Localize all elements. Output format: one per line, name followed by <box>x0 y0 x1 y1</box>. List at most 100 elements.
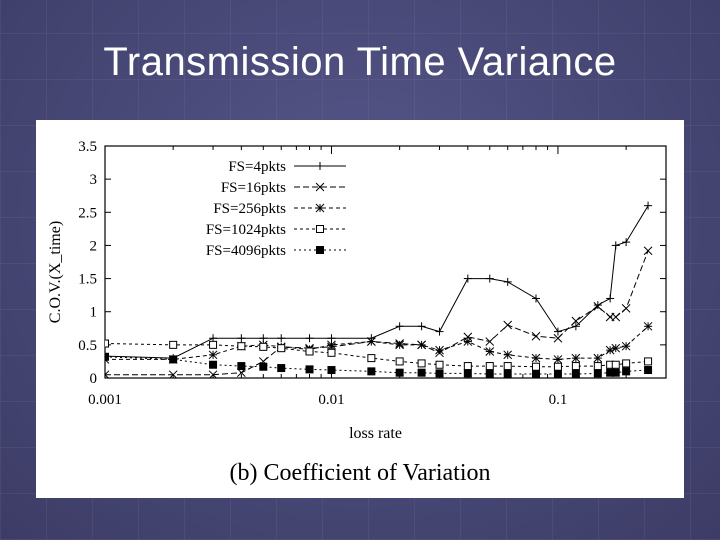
data-point <box>531 370 540 378</box>
data-point <box>611 360 620 369</box>
data-point <box>593 362 602 371</box>
data-point <box>553 370 562 378</box>
data-point <box>605 345 615 355</box>
data-point <box>622 238 631 247</box>
data-point <box>644 357 653 366</box>
data-point <box>435 327 444 336</box>
data-point <box>237 362 246 371</box>
series-line-1 <box>105 205 649 359</box>
plot-area <box>105 201 653 378</box>
data-point <box>531 294 540 303</box>
y-tick-label: 2 <box>90 238 98 254</box>
data-point <box>485 347 495 356</box>
data-point <box>435 345 444 355</box>
data-point <box>277 334 286 343</box>
data-point <box>367 354 376 363</box>
data-point <box>593 301 602 310</box>
data-point <box>606 294 615 303</box>
data-point <box>105 370 110 378</box>
y-axis-label: C.O.V.(X_time) <box>47 221 64 323</box>
data-point <box>463 362 472 371</box>
data-point <box>531 362 540 371</box>
data-point <box>435 360 444 369</box>
data-point <box>503 277 512 286</box>
data-point <box>553 333 563 343</box>
data-point <box>395 357 404 366</box>
data-point <box>395 368 404 377</box>
data-point <box>259 342 268 351</box>
data-point <box>571 316 581 326</box>
data-point <box>531 353 541 363</box>
data-point <box>503 350 513 360</box>
data-point <box>463 274 472 283</box>
data-point <box>208 350 218 360</box>
data-point <box>593 353 603 363</box>
data-point <box>503 320 513 330</box>
x-tick-label: 0.1 <box>549 392 568 408</box>
data-point <box>417 322 426 331</box>
data-point <box>277 344 286 353</box>
data-point <box>417 340 426 350</box>
data-point <box>643 246 653 256</box>
data-point <box>531 331 541 341</box>
data-point <box>209 340 218 349</box>
data-point <box>327 348 336 357</box>
data-point <box>553 327 562 336</box>
legend-marker <box>316 246 324 254</box>
data-point <box>327 366 336 375</box>
data-point <box>105 339 109 348</box>
data-point <box>622 367 631 376</box>
data-point <box>571 322 580 331</box>
data-point <box>395 322 404 331</box>
data-point <box>305 365 314 374</box>
data-point <box>463 337 473 346</box>
data-point <box>208 370 218 378</box>
y-tick-label: 3 <box>90 172 98 188</box>
series-line-2 <box>105 250 649 376</box>
data-point <box>327 340 336 350</box>
data-point <box>169 355 178 364</box>
data-point <box>611 312 621 322</box>
legend-marker <box>316 162 324 170</box>
data-point <box>621 341 631 351</box>
legend: FS=4pkts FS=16pkts FS=256pkts FS=1024pkts FS… <box>206 159 346 259</box>
x-axis-label: loss rate <box>349 425 402 442</box>
data-point <box>485 370 494 378</box>
data-point <box>643 321 653 331</box>
data-point <box>417 368 426 377</box>
y-tick-label: 0 <box>90 371 98 387</box>
data-point <box>417 359 426 368</box>
data-point <box>571 362 580 371</box>
y-tick-label: 0.5 <box>78 338 97 354</box>
data-point <box>237 334 246 343</box>
data-point <box>305 347 314 356</box>
legend-marker <box>316 225 324 233</box>
legend-label: FS=4096pkts <box>206 243 286 259</box>
data-point <box>611 343 621 353</box>
data-point <box>237 342 246 351</box>
figure-caption: (b) Coefficient of Variation <box>229 460 490 486</box>
chart-figure: 0 0.5 1 1.5 2 2.5 3 3.5 0.001 0.01 0.1 loss rate C.O… <box>36 120 684 498</box>
series-line-3 <box>105 325 649 360</box>
data-point <box>553 355 563 364</box>
data-point <box>593 302 603 311</box>
series-line-5 <box>105 356 649 375</box>
data-point <box>571 353 581 363</box>
data-point <box>644 201 653 210</box>
data-point <box>485 362 494 371</box>
data-point <box>105 352 109 361</box>
data-point <box>621 304 631 313</box>
y-tick-label: 2.5 <box>78 205 97 221</box>
y-tick-label: 1.5 <box>78 272 97 288</box>
y-tick-label: 3.5 <box>78 139 97 155</box>
series-line-4 <box>105 343 649 368</box>
data-point <box>485 337 495 346</box>
data-point <box>395 340 405 350</box>
x-tick-label: 0.001 <box>88 392 122 408</box>
data-point <box>553 362 562 371</box>
data-point <box>169 340 178 349</box>
data-point <box>435 369 444 378</box>
data-point <box>209 360 218 369</box>
data-point <box>644 366 653 375</box>
data-point <box>366 337 376 346</box>
